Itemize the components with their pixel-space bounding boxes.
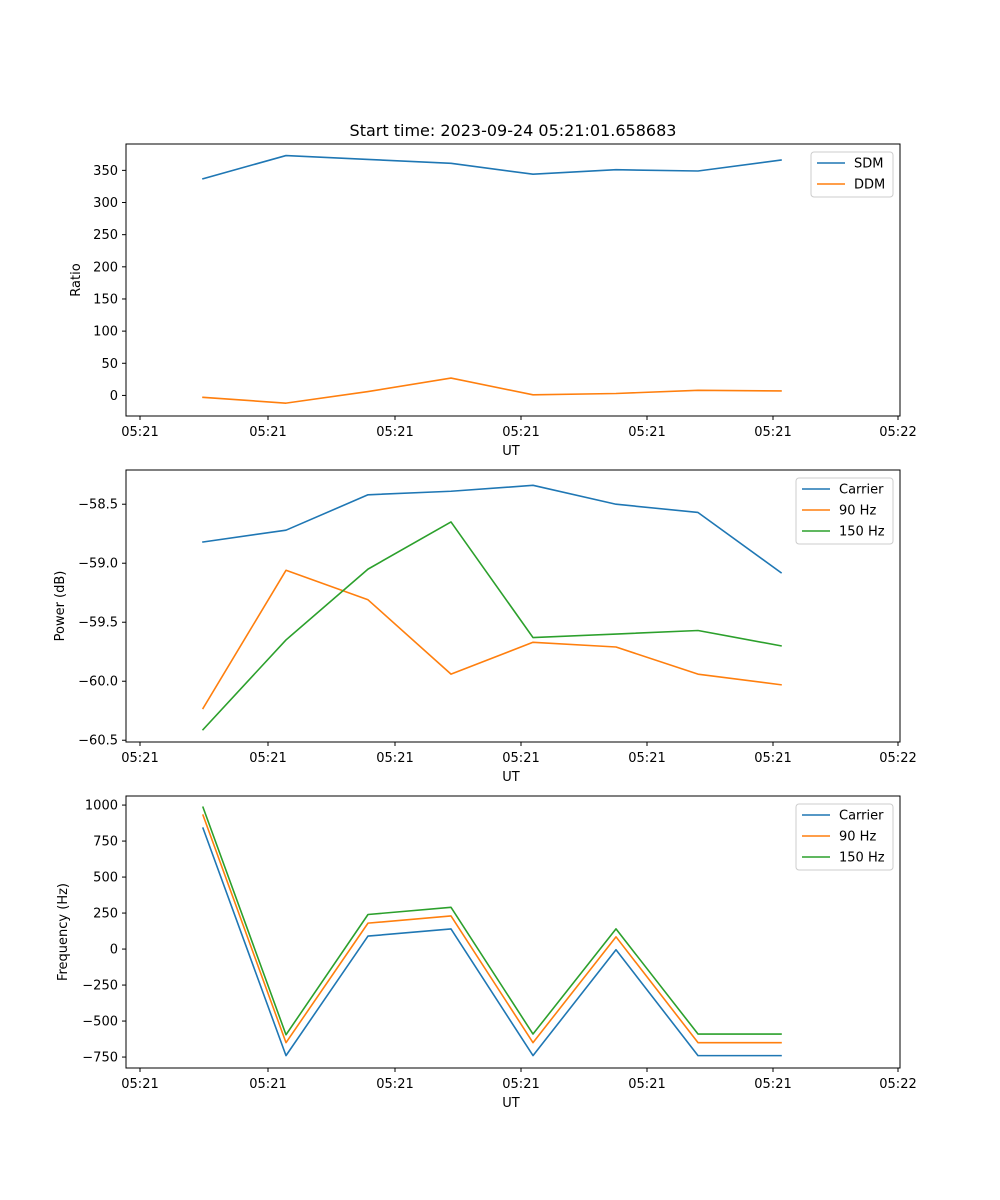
x-tick-label: 05:21 <box>376 425 413 440</box>
series-line-90-hz <box>201 814 782 1044</box>
y-tick-label: −60.0 <box>78 675 118 690</box>
y-tick-label: −750 <box>82 1051 118 1066</box>
legend-label: 90 Hz <box>839 830 876 845</box>
y-tick-label: 300 <box>93 196 118 211</box>
y-tick-label: −500 <box>82 1015 118 1030</box>
panel-2: 05:21 05:21 05:21 05:21 05:21 05:21 05:22 −60.5… <box>53 469 917 785</box>
y-tick-label: −58.5 <box>78 498 118 513</box>
y-tick-label: 150 <box>93 292 118 307</box>
y-tick-label: 1000 <box>85 799 118 814</box>
y-tick-label: 350 <box>93 164 118 179</box>
y-axis-label: Power (dB) <box>53 571 68 642</box>
x-tick-label: 05:21 <box>628 425 665 440</box>
x-tick-label: 05:21 <box>754 1077 791 1092</box>
y-tick-label: −59.0 <box>78 557 118 572</box>
panel-1: 05:21 05:21 05:21 05:21 05:21 05:21 05:22 0 50 10… <box>69 143 917 459</box>
y-axis-label: Frequency (Hz) <box>56 883 71 981</box>
legend: SDM DDM <box>810 151 894 198</box>
y-tick-label: −250 <box>82 979 118 994</box>
x-tick-label: 05:21 <box>376 1077 413 1092</box>
x-tick-label: 05:21 <box>628 751 665 766</box>
y-tick-label: 500 <box>93 871 118 886</box>
legend-label: 150 Hz <box>839 525 885 540</box>
x-tick-label: 05:21 <box>502 751 539 766</box>
x-axis-label: UT <box>502 444 520 459</box>
x-tick-label: 05:21 <box>502 1077 539 1092</box>
series-line-90-hz <box>201 569 782 710</box>
x-tick-label: 05:21 <box>249 425 286 440</box>
legend-label: SDM <box>854 157 883 172</box>
legend-label: 150 Hz <box>839 851 885 866</box>
y-tick-label: 250 <box>93 228 118 243</box>
y-tick-label: 250 <box>93 907 118 922</box>
series-line-carrier <box>201 827 782 1057</box>
series-line-sdm <box>202 154 782 180</box>
series-line-ddm <box>202 377 782 404</box>
chart-title: Start time: 2023-09-24 05:21:01.658683 <box>350 121 677 140</box>
x-tick-label: 05:21 <box>121 425 158 440</box>
y-tick-label: 50 <box>101 357 118 372</box>
x-tick-label: 05:21 <box>121 1077 158 1092</box>
x-tick-label: 05:21 <box>754 751 791 766</box>
y-tick-label: 0 <box>110 943 118 958</box>
x-axis-label: UT <box>502 1096 520 1111</box>
x-tick-label: 05:21 <box>376 751 413 766</box>
panels: 05:21 05:21 05:21 05:21 05:21 05:21 05:22 0 50 10… <box>53 143 917 1111</box>
legend: Carrier 90 Hz 150 Hz <box>795 477 894 545</box>
y-tick-label: 100 <box>93 325 118 340</box>
y-tick-label: 750 <box>93 835 118 850</box>
plot-frame <box>125 143 901 417</box>
x-tick-label: 05:22 <box>879 1077 916 1092</box>
legend-label: 90 Hz <box>839 504 876 519</box>
series-line-150-hz <box>201 521 782 731</box>
plot-frame <box>125 469 901 743</box>
series-line-150-hz <box>201 806 782 1036</box>
y-tick-label: −59.5 <box>78 616 118 631</box>
legend-box <box>795 477 894 545</box>
x-tick-label: 05:22 <box>879 751 916 766</box>
x-axis-label: UT <box>502 770 520 785</box>
x-tick-label: 05:22 <box>879 425 916 440</box>
plot-frame <box>125 795 901 1069</box>
x-tick-label: 05:21 <box>121 751 158 766</box>
panel-3: 05:21 05:21 05:21 05:21 05:21 05:21 05:22 −750 −… <box>56 795 917 1111</box>
legend-box <box>795 803 894 871</box>
series-line-carrier <box>202 484 783 574</box>
x-tick-label: 05:21 <box>249 751 286 766</box>
y-axis-label: Ratio <box>69 263 84 296</box>
legend: Carrier 90 Hz 150 Hz <box>795 803 894 871</box>
y-tick-label: 0 <box>110 389 118 404</box>
legend-label: DDM <box>854 178 885 193</box>
x-tick-label: 05:21 <box>754 425 791 440</box>
legend-label: Carrier <box>839 809 884 824</box>
x-tick-label: 05:21 <box>628 1077 665 1092</box>
y-tick-label: −60.5 <box>78 734 118 749</box>
legend-label: Carrier <box>839 483 884 498</box>
x-tick-label: 05:21 <box>502 425 539 440</box>
y-tick-label: 200 <box>93 260 118 275</box>
x-tick-label: 05:21 <box>249 1077 286 1092</box>
